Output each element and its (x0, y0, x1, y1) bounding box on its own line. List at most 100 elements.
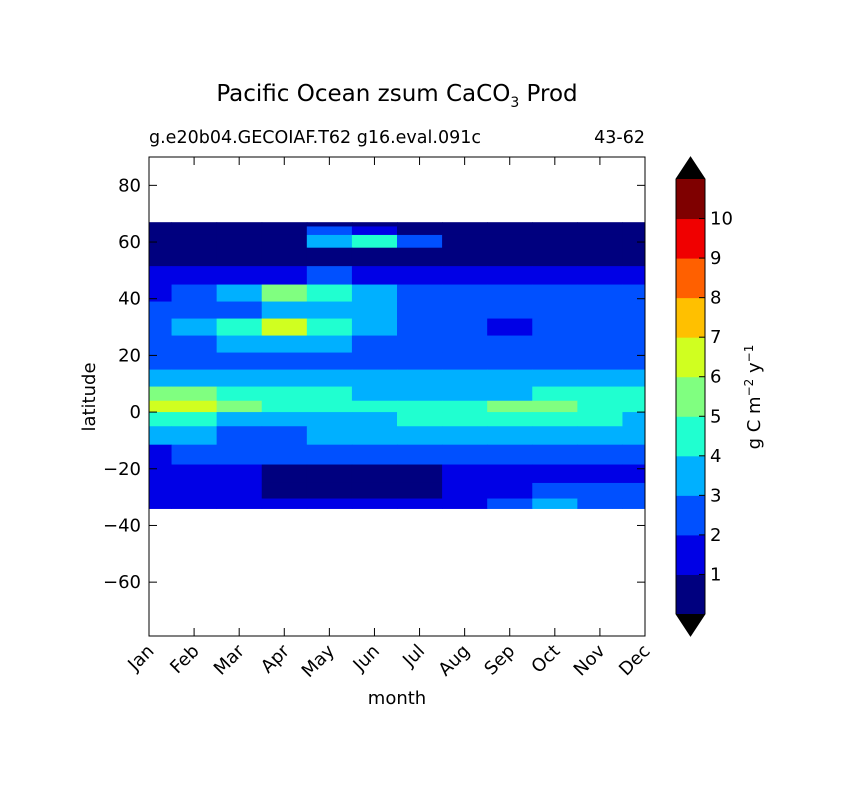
heatmap-cell (622, 266, 646, 286)
heatmap-cell (261, 266, 308, 286)
colorbar: 1 2 3 4 5 6 7 8 9 10 (675, 156, 733, 637)
heatmap-cell (261, 335, 308, 354)
heatmap-cell (397, 234, 443, 249)
heatmap-cell (397, 400, 443, 413)
heatmap-cell (532, 498, 578, 509)
colorbar-tick-label: 6 (710, 367, 721, 388)
heatmap-cell (622, 400, 646, 413)
colorbar-segment (676, 455, 705, 496)
heatmap-cell (532, 482, 578, 500)
y-tick-label: 60 (118, 232, 141, 253)
heatmap-cell (442, 226, 488, 236)
heatmap-cell (577, 464, 623, 484)
heatmap-cell (577, 482, 623, 500)
heatmap-cell (261, 444, 308, 466)
heatmap-cell (397, 426, 443, 446)
heatmap-cell (149, 464, 173, 484)
heatmap-cell (487, 222, 533, 227)
colorbar-segment (676, 416, 705, 457)
heatmap-cell (171, 412, 218, 427)
heatmap-cell (171, 247, 218, 267)
heatmap-cell (397, 247, 443, 267)
heatmap-cell (532, 464, 578, 484)
heatmap-cell (577, 301, 623, 320)
y-tick-label: 40 (118, 289, 141, 310)
heatmap-cell (487, 284, 533, 303)
heatmap-cell (171, 234, 218, 249)
heatmap-cell (171, 318, 218, 337)
chart-title-subscript: 3 (510, 95, 519, 111)
x-tick-label: Nov (570, 640, 610, 680)
heatmap-cell (306, 386, 353, 402)
heatmap-cell (306, 444, 353, 466)
heatmap-cell (442, 301, 488, 320)
heatmap-cell (351, 369, 398, 388)
heatmap-cell (149, 266, 173, 286)
heatmap-cell (442, 318, 488, 337)
heatmap-cell (577, 335, 623, 354)
heatmap-cell (442, 412, 488, 427)
heatmap-cell (622, 464, 646, 484)
heatmap-cell (532, 226, 578, 236)
heatmap-cell (487, 352, 533, 371)
heatmap-cell (442, 335, 488, 354)
heatmap-cell (442, 386, 488, 402)
heatmap-cell (487, 369, 533, 388)
heatmap-cell (351, 400, 398, 413)
heatmap-cell (622, 318, 646, 337)
heatmap-cell (532, 426, 578, 446)
heatmap-cell (622, 301, 646, 320)
colorbar-label-mid: y (744, 362, 765, 379)
heatmap-cell (397, 335, 443, 354)
heatmap-cell (442, 400, 488, 413)
heatmap-cell (216, 301, 263, 320)
heatmap-cell (577, 498, 623, 509)
x-tick-label: Apr (257, 640, 294, 677)
x-tick-label: Jan (123, 641, 158, 676)
colorbar-tick-label: 8 (710, 288, 721, 309)
heatmap-cell (216, 226, 263, 236)
heatmap-cell (487, 247, 533, 267)
heatmap-cell (171, 284, 218, 303)
heatmap-cell (351, 222, 398, 227)
heatmap-cell (532, 247, 578, 267)
heatmap-cell (216, 352, 263, 371)
x-tick-label: Feb (166, 641, 203, 678)
heatmap-cell (171, 464, 218, 484)
heatmap-cell (149, 444, 173, 466)
heatmap-cell (577, 234, 623, 249)
heatmap-cell (577, 222, 623, 227)
heatmap-cell (261, 386, 308, 402)
heatmap-cell (532, 412, 578, 427)
heatmap-cell (351, 426, 398, 446)
heatmap-cell (261, 482, 308, 500)
heatmap-cell (622, 412, 646, 427)
heatmap-cell (216, 369, 263, 388)
heatmap-cell (532, 386, 578, 402)
heatmap-cell (487, 412, 533, 427)
heatmap-cell (171, 426, 218, 446)
heatmap-cell (532, 234, 578, 249)
heatmap-cell (149, 247, 173, 267)
heatmap-cell (351, 318, 398, 337)
colorbar-tick-label: 10 (710, 209, 733, 230)
heatmap-cell (487, 482, 533, 500)
heatmap-cell (397, 301, 443, 320)
heatmap-cell (149, 482, 173, 500)
y-tick-label: 0 (130, 402, 141, 423)
heatmap-cell (622, 222, 646, 227)
heatmap-cell (216, 498, 263, 509)
heatmap-cell (306, 266, 353, 286)
heatmap-cell (261, 464, 308, 484)
x-tick-label: Aug (434, 641, 474, 681)
colorbar-segment (676, 179, 705, 220)
y-tick-label: 80 (118, 175, 141, 196)
heatmap-cell (306, 464, 353, 484)
heatmap-cell (577, 226, 623, 236)
heatmap-cell (171, 301, 218, 320)
heatmap-cell (171, 386, 218, 402)
heatmap-cell (351, 247, 398, 267)
heatmap-cell (351, 234, 398, 249)
heatmap-cell (487, 301, 533, 320)
heatmap-cell (622, 482, 646, 500)
